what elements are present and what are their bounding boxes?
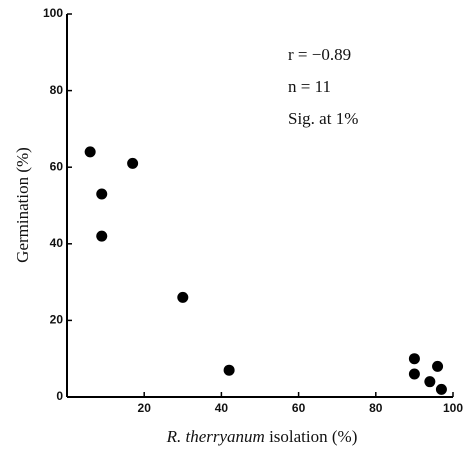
data-point — [84, 146, 96, 158]
y-tick-label: 60 — [50, 159, 64, 173]
data-point — [424, 376, 436, 388]
data-point — [432, 360, 444, 372]
x-tick-label: 40 — [215, 401, 229, 415]
y-axis-label: Germination (%) — [13, 147, 32, 263]
annotation: n = 11 — [288, 77, 331, 96]
annotation: Sig. at 1% — [288, 109, 358, 128]
y-tick-label: 80 — [50, 83, 64, 97]
x-tick-label: 100 — [443, 401, 463, 415]
x-tick-label: 80 — [369, 401, 383, 415]
data-point — [408, 353, 420, 365]
annotation: r = −0.89 — [288, 45, 351, 64]
y-tick-label: 100 — [43, 6, 63, 20]
x-tick-label: 20 — [138, 401, 152, 415]
data-point — [96, 230, 108, 242]
y-tick-label: 20 — [50, 313, 64, 327]
data-point — [223, 364, 235, 376]
x-axis-label: R. therryanum isolation (%) — [166, 427, 358, 446]
y-tick-label: 40 — [50, 236, 64, 250]
data-point — [96, 188, 108, 200]
data-point — [435, 383, 447, 395]
x-tick-label: 60 — [292, 401, 306, 415]
data-point — [127, 157, 139, 169]
y-tick-label: 0 — [56, 389, 63, 403]
x-axis-label-text: isolation (%) — [269, 427, 357, 446]
data-point — [177, 291, 189, 303]
x-axis-label-species: R. therryanum — [166, 427, 265, 446]
data-point — [408, 368, 420, 380]
